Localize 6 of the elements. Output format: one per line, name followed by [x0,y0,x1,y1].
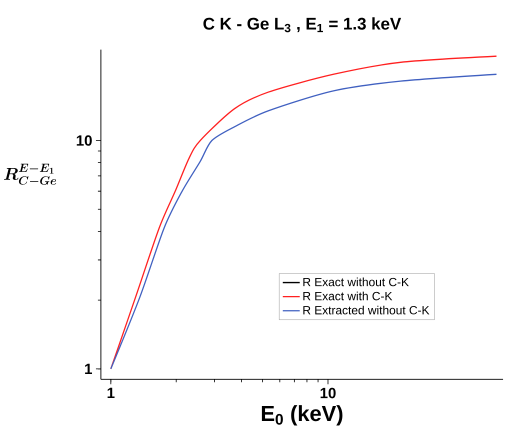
chart-title: C K - Ge L$_{3}$ , E$_{1}$ = 1.3 keV [203,17,402,32]
y-axis-title: $R^{E-E_1}_{C-Ge}$ [4,164,56,185]
legend-label: R Exact without C-K [303,278,409,286]
x-axis-title: E$_{0}$ (keV) [262,405,342,426]
legend-label: R Exact with C-K [303,292,392,300]
legend-label: R Extracted without C-K [303,306,430,315]
